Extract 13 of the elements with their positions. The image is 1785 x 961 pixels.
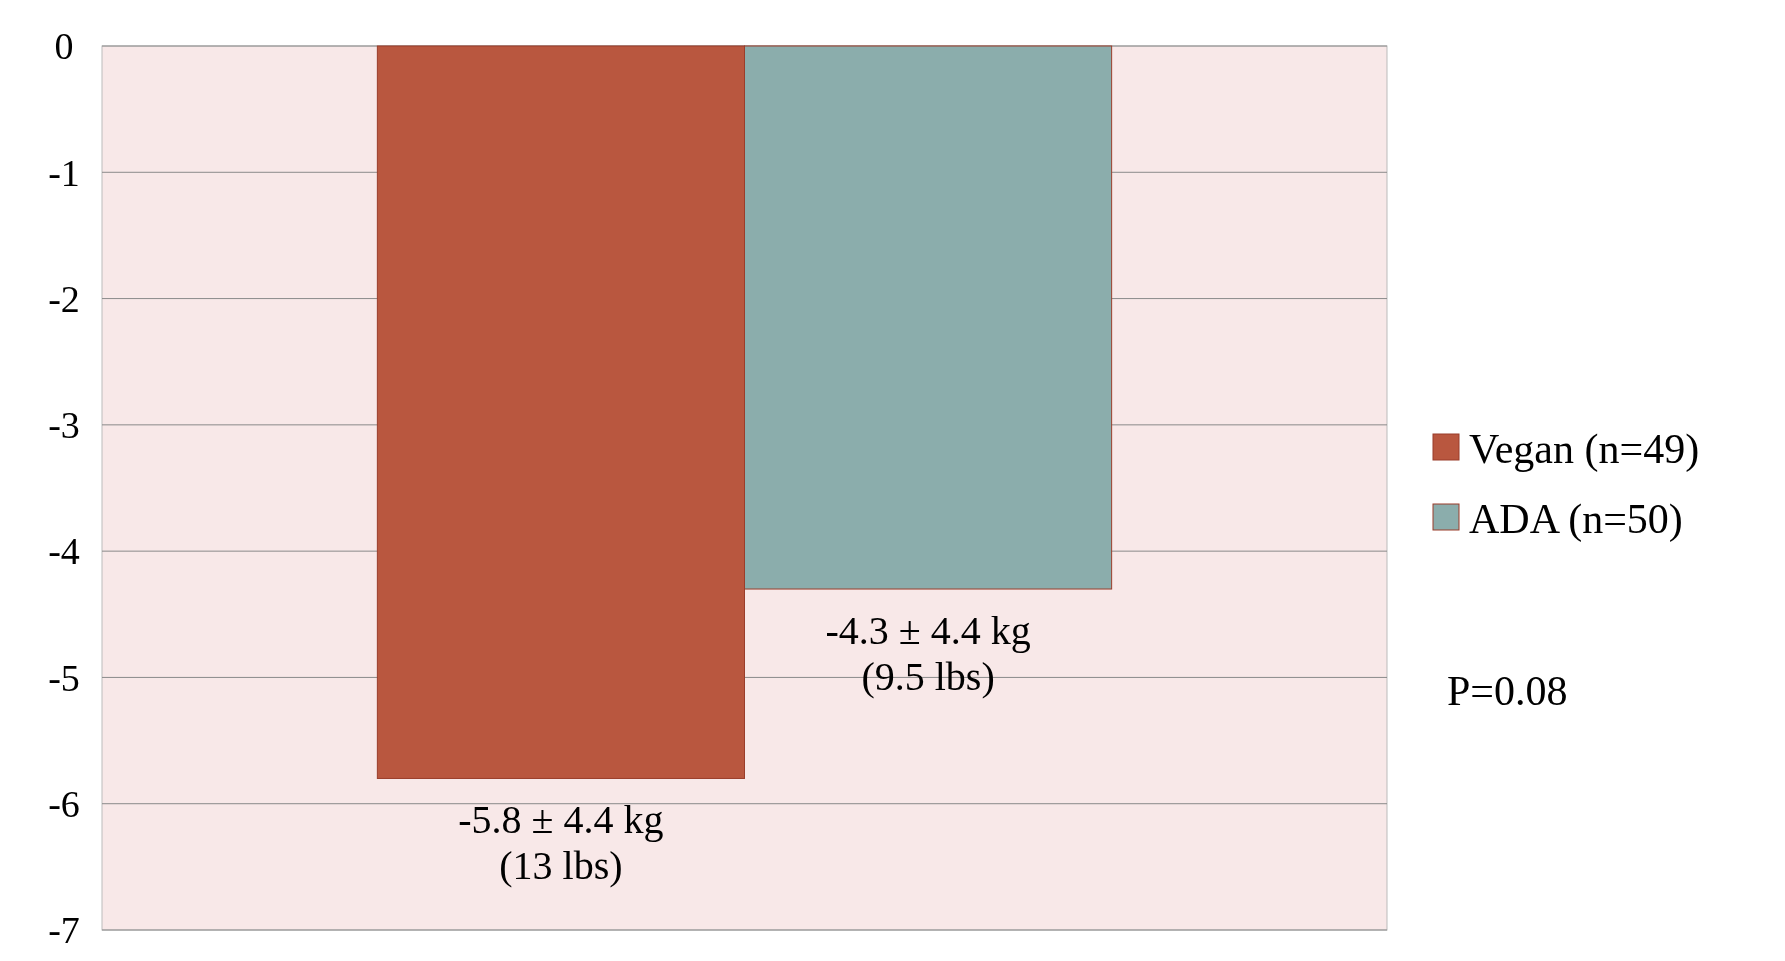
legend-label: ADA (n=50) <box>1469 495 1683 543</box>
y-tick-label: -7 <box>48 909 80 952</box>
y-tick-label: -5 <box>48 656 80 699</box>
y-tick-label: -3 <box>48 404 80 447</box>
y-tick-label: -4 <box>48 530 80 573</box>
y-tick-label: -2 <box>48 277 80 320</box>
y-tick-label: 0 <box>54 25 74 68</box>
data-label: -5.8 ± 4.4 kg (13 lbs) <box>458 797 664 889</box>
y-tick-label: -6 <box>48 783 80 826</box>
y-tick-label: -1 <box>48 151 80 194</box>
data-label: -4.3 ± 4.4 kg (9.5 lbs) <box>825 608 1031 700</box>
legend-label: Vegan (n=49) <box>1469 425 1700 473</box>
text: P=0.08 <box>1447 667 1568 714</box>
